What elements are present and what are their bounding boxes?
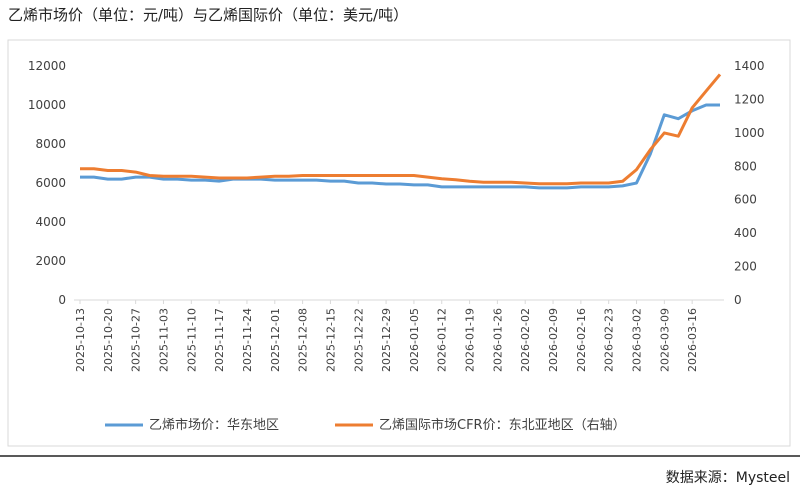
x-tick-label: 2025-12-01 bbox=[269, 308, 282, 372]
x-tick-label: 2026-01-26 bbox=[491, 308, 504, 372]
x-tick-label: 2026-02-02 bbox=[519, 308, 532, 372]
chart-title: 乙烯市场价（单位：元/吨）与乙烯国际价（单位：美元/吨） bbox=[8, 6, 408, 24]
series-line bbox=[80, 103, 720, 190]
x-tick-label: 2025-10-13 bbox=[74, 308, 87, 372]
x-tick-label: 2026-03-02 bbox=[631, 308, 644, 372]
x-tick-label: 2026-01-12 bbox=[436, 308, 449, 372]
y-tick-label: 2000 bbox=[35, 254, 66, 268]
y2-tick-label: 1200 bbox=[734, 92, 765, 106]
x-tick-label: 2026-01-05 bbox=[408, 308, 421, 372]
y-tick-label: 6000 bbox=[35, 176, 66, 190]
y2-tick-label: 200 bbox=[734, 260, 757, 274]
legend-label: 乙烯市场价：华东地区 bbox=[149, 417, 279, 433]
y2-tick-label: 800 bbox=[734, 159, 757, 173]
series-line bbox=[80, 73, 722, 186]
x-tick-label: 2026-01-19 bbox=[464, 308, 477, 372]
x-tick-label: 2026-02-16 bbox=[575, 308, 588, 372]
x-tick-label: 2025-12-08 bbox=[297, 308, 310, 372]
x-tick-label: 2025-12-22 bbox=[352, 308, 365, 372]
x-tick-label: 2025-10-27 bbox=[130, 308, 143, 372]
x-tick-label: 2025-11-17 bbox=[213, 308, 226, 372]
x-tick-label: 2026-03-16 bbox=[686, 308, 699, 372]
y-tick-label: 4000 bbox=[35, 215, 66, 229]
x-tick-label: 2025-10-20 bbox=[102, 308, 115, 372]
x-tick-label: 2025-12-15 bbox=[324, 308, 337, 372]
y-tick-label: 0 bbox=[58, 293, 66, 307]
chart-frame bbox=[7, 39, 791, 447]
y-tick-label: 8000 bbox=[35, 137, 66, 151]
x-tick-label: 2025-12-29 bbox=[380, 308, 393, 372]
x-tick-label: 2025-11-03 bbox=[157, 308, 170, 372]
y2-tick-label: 1400 bbox=[734, 59, 765, 73]
y2-tick-label: 0 bbox=[734, 293, 742, 307]
legend-label: 乙烯国际市场CFR价：东北亚地区（右轴） bbox=[379, 417, 626, 433]
x-tick-label: 2026-02-09 bbox=[547, 308, 560, 372]
y-tick-label: 10000 bbox=[28, 98, 66, 112]
y2-tick-label: 1000 bbox=[734, 126, 765, 140]
y-tick-label: 12000 bbox=[28, 59, 66, 73]
source: 数据来源：Mysteel bbox=[666, 470, 790, 486]
x-tick-label: 2025-11-24 bbox=[241, 308, 254, 372]
x-tick-label: 2026-02-23 bbox=[603, 308, 616, 372]
x-tick-label: 2026-03-09 bbox=[658, 308, 671, 372]
x-tick-label: 2025-11-10 bbox=[185, 308, 198, 372]
y2-tick-label: 600 bbox=[734, 193, 757, 207]
y2-tick-label: 400 bbox=[734, 226, 757, 240]
